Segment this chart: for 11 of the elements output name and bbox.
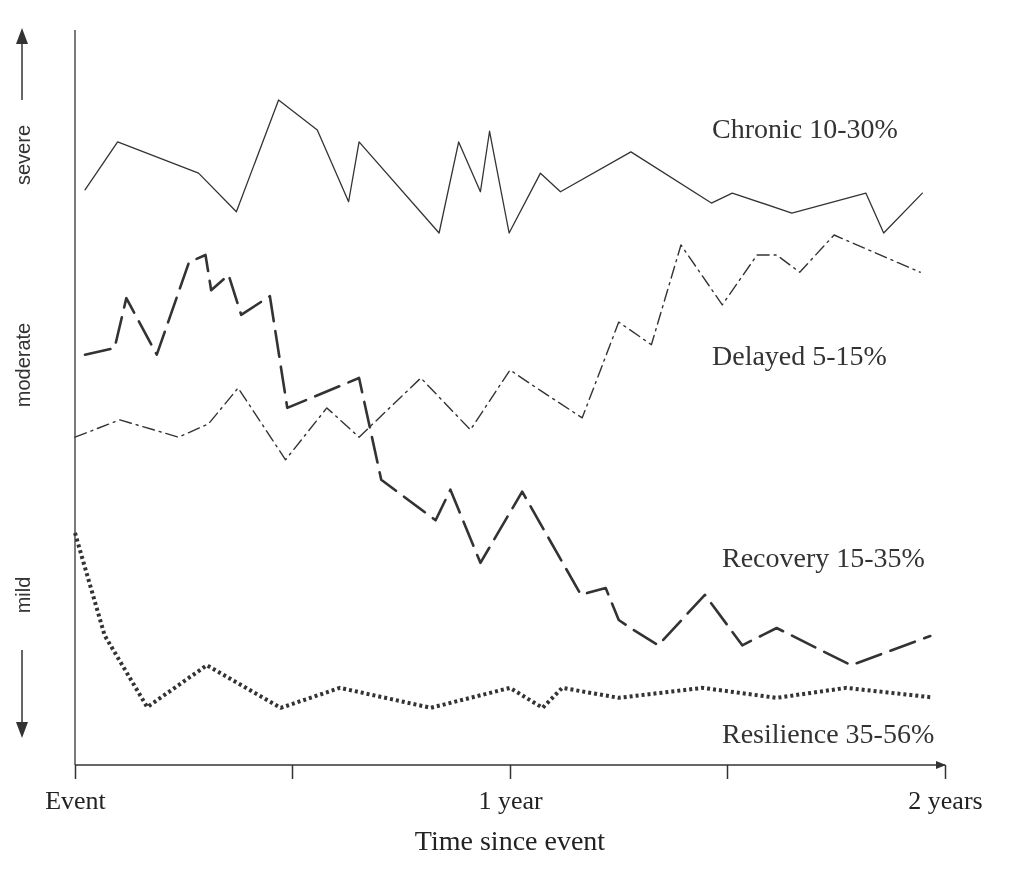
series-label: Resilience 35-56% <box>722 718 935 749</box>
x-axis-title: Time since event <box>414 825 606 856</box>
series-label: Delayed 5-15% <box>712 340 887 371</box>
x-tick-label: Event <box>45 786 107 816</box>
series-label: Recovery 15-35% <box>722 542 925 573</box>
text: severe <box>12 124 34 186</box>
series-label: Chronic 10-30% <box>712 113 898 144</box>
text: mild <box>12 576 34 614</box>
x-tick-label: 2 years <box>908 786 983 816</box>
x-tick-label: 1 year <box>478 786 543 816</box>
text: moderate <box>12 322 34 408</box>
